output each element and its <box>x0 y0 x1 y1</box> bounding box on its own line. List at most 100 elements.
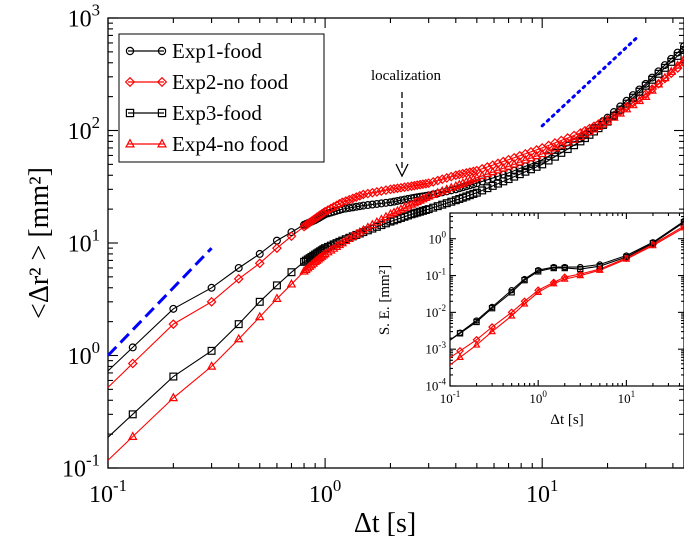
data-point <box>392 205 403 215</box>
data-point <box>504 175 513 184</box>
data-point <box>521 276 528 284</box>
data-point <box>372 222 381 231</box>
legend-label: Exp1-food <box>172 39 262 63</box>
data-point <box>399 182 410 193</box>
data-point <box>421 192 431 201</box>
data-point <box>507 311 516 319</box>
data-point <box>526 152 536 162</box>
data-point <box>363 201 372 210</box>
data-point <box>428 176 439 187</box>
data-point <box>667 57 676 66</box>
data-point <box>371 186 382 197</box>
data-point <box>446 182 457 192</box>
data-point <box>622 254 631 262</box>
y-tick-label: 101 <box>68 226 100 258</box>
legend-label: Exp3-food <box>172 101 262 125</box>
series-line-2 <box>450 225 684 359</box>
data-point <box>556 139 567 149</box>
data-point <box>168 392 179 402</box>
data-point <box>287 268 296 277</box>
data-point <box>127 358 138 369</box>
data-point <box>521 167 530 176</box>
slope-reference-dotted <box>540 33 641 128</box>
legend: Exp1-food Exp2-no food Exp3-food Exp4-no fo… <box>118 33 325 163</box>
data-point <box>331 200 342 211</box>
data-point <box>635 87 644 96</box>
data-point <box>344 194 355 205</box>
y-tick-label: 102 <box>68 113 100 145</box>
data-point <box>609 112 619 121</box>
data-point <box>438 200 447 209</box>
data-point <box>315 252 325 262</box>
series-markers-4 <box>127 53 684 440</box>
x-tick-label: 10-1 <box>89 476 127 508</box>
data-point <box>128 343 137 352</box>
data-point <box>403 200 413 210</box>
data-point <box>508 289 515 296</box>
data-point <box>493 179 502 188</box>
y-tick-label: 103 <box>68 1 100 33</box>
data-point <box>206 296 217 307</box>
data-point <box>560 274 569 282</box>
y-tick-label: 10-3 <box>425 340 446 357</box>
data-point <box>621 101 632 112</box>
y-axis-label: <Δr² > [mm²] <box>24 167 55 319</box>
legend-label: Exp2-no food <box>172 70 289 94</box>
data-point <box>255 297 264 306</box>
data-point <box>441 172 452 183</box>
data-point <box>437 174 448 185</box>
data-point <box>340 196 351 206</box>
data-point <box>337 197 348 208</box>
data-point <box>520 299 529 307</box>
data-point <box>385 208 396 218</box>
data-point <box>666 66 677 76</box>
data-point <box>354 190 365 201</box>
data-point <box>560 273 569 282</box>
data-point <box>381 198 390 207</box>
data-point <box>168 319 179 330</box>
data-point <box>621 103 632 113</box>
legend-marker <box>124 76 136 88</box>
data-point <box>380 185 391 196</box>
data-point <box>352 202 361 211</box>
localization-annotation: localization <box>371 68 441 84</box>
legend-marker <box>125 108 135 118</box>
data-point <box>488 327 496 335</box>
data-point <box>550 264 557 272</box>
data-point <box>478 186 487 195</box>
data-point <box>648 75 657 84</box>
slope-reference-dashed <box>108 247 213 357</box>
data-point <box>376 186 387 196</box>
data-area <box>108 33 684 461</box>
data-point <box>429 203 438 212</box>
data-point <box>433 202 442 211</box>
data-point <box>234 320 243 329</box>
data-point <box>515 156 525 166</box>
data-point <box>465 175 475 184</box>
data-point <box>509 158 519 168</box>
y-tick-label: 100 <box>428 229 446 246</box>
data-point <box>531 144 542 155</box>
x-tick-label: 10-1 <box>440 389 461 406</box>
data-point <box>647 85 657 94</box>
series-markers-4 <box>456 223 684 361</box>
data-point <box>487 160 498 171</box>
data-point <box>451 180 461 190</box>
inset-frame <box>449 212 684 387</box>
data-point <box>543 145 554 155</box>
data-point <box>649 240 657 247</box>
data-point <box>569 134 579 143</box>
data-point <box>673 51 682 60</box>
inset-y-axis-label: S. E. [mm²] <box>377 265 393 335</box>
data-point <box>561 264 568 272</box>
data-point <box>622 99 631 108</box>
data-point <box>595 265 604 273</box>
data-point <box>653 78 664 88</box>
data-point <box>272 281 281 290</box>
data-point <box>598 118 608 128</box>
data-point <box>569 130 579 141</box>
data-point <box>347 193 358 204</box>
legend-marker <box>157 46 167 56</box>
data-point <box>469 189 478 198</box>
x-tick-label: 100 <box>309 476 341 508</box>
